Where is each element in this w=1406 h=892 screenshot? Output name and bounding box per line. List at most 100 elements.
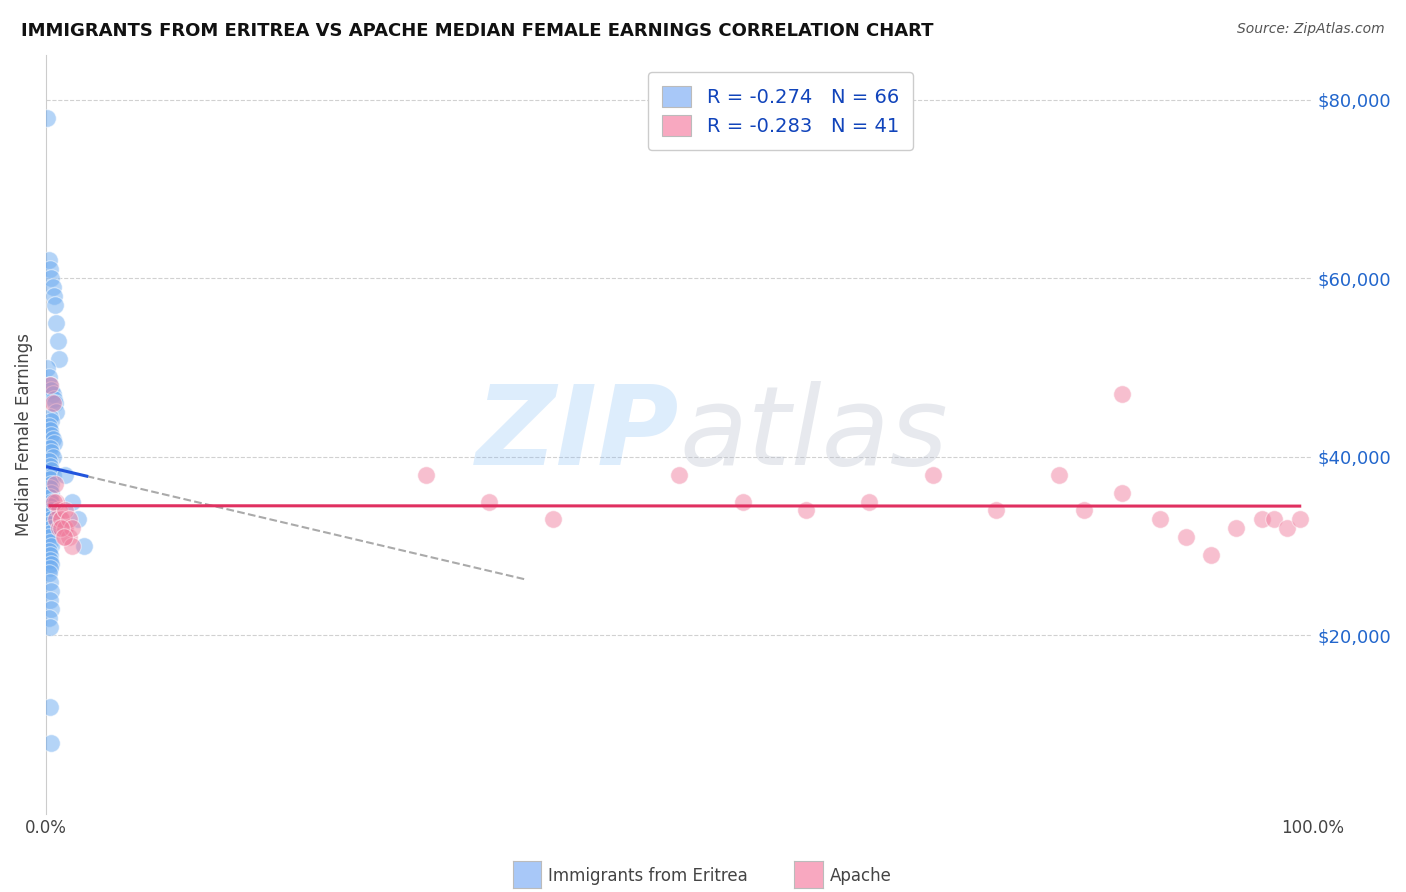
Point bbox=[41, 387, 63, 401]
Point bbox=[44, 396, 66, 410]
Point bbox=[48, 503, 70, 517]
Point bbox=[60, 521, 83, 535]
Point bbox=[1073, 503, 1095, 517]
Point bbox=[39, 441, 62, 455]
Point bbox=[39, 458, 62, 473]
Point bbox=[58, 530, 80, 544]
Point bbox=[38, 543, 60, 558]
Point bbox=[39, 490, 62, 504]
Point bbox=[39, 592, 62, 607]
Point bbox=[858, 494, 880, 508]
Point bbox=[37, 111, 59, 125]
Point bbox=[39, 534, 62, 549]
Point bbox=[38, 253, 60, 268]
Point bbox=[44, 298, 66, 312]
Point bbox=[48, 521, 70, 535]
Point bbox=[39, 699, 62, 714]
Point bbox=[37, 360, 59, 375]
Point bbox=[41, 396, 63, 410]
Point bbox=[39, 574, 62, 589]
Point bbox=[478, 494, 501, 508]
Point bbox=[53, 503, 76, 517]
Point bbox=[38, 610, 60, 624]
Point bbox=[58, 512, 80, 526]
Point bbox=[541, 512, 564, 526]
Point bbox=[52, 521, 75, 535]
Point bbox=[1199, 548, 1222, 562]
Point bbox=[39, 262, 62, 277]
Point bbox=[38, 418, 60, 433]
Point bbox=[41, 432, 63, 446]
Point bbox=[52, 530, 75, 544]
Point bbox=[39, 512, 62, 526]
Point bbox=[39, 472, 62, 486]
Point bbox=[668, 467, 690, 482]
Point bbox=[1263, 512, 1285, 526]
Point bbox=[42, 392, 65, 406]
Point bbox=[921, 467, 943, 482]
Point bbox=[39, 601, 62, 615]
Point bbox=[53, 467, 76, 482]
Point bbox=[48, 351, 70, 366]
Point bbox=[39, 427, 62, 442]
Point bbox=[38, 369, 60, 384]
Point bbox=[1111, 387, 1133, 401]
Point bbox=[1288, 512, 1310, 526]
Text: ZIP: ZIP bbox=[475, 381, 679, 488]
Point bbox=[1250, 512, 1272, 526]
Point bbox=[39, 521, 62, 535]
Point bbox=[66, 512, 89, 526]
Point bbox=[39, 423, 62, 437]
Point bbox=[38, 454, 60, 468]
Point bbox=[1275, 521, 1298, 535]
Point bbox=[39, 508, 62, 522]
Point bbox=[60, 494, 83, 508]
Point bbox=[41, 280, 63, 294]
Point bbox=[51, 512, 73, 526]
Point bbox=[39, 561, 62, 575]
Point bbox=[39, 494, 62, 508]
Point bbox=[39, 481, 62, 495]
Point bbox=[41, 450, 63, 464]
Point bbox=[39, 414, 62, 428]
Point bbox=[39, 735, 62, 749]
Point bbox=[44, 476, 66, 491]
Point bbox=[39, 445, 62, 459]
Point bbox=[1174, 530, 1197, 544]
Point bbox=[60, 539, 83, 553]
Point bbox=[38, 566, 60, 580]
Text: Source: ZipAtlas.com: Source: ZipAtlas.com bbox=[1237, 22, 1385, 37]
Point bbox=[51, 521, 73, 535]
Point bbox=[39, 485, 62, 500]
Point bbox=[42, 289, 65, 303]
Text: Apache: Apache bbox=[830, 867, 891, 885]
Point bbox=[42, 494, 65, 508]
Point bbox=[38, 530, 60, 544]
Point bbox=[1225, 521, 1247, 535]
Point bbox=[39, 463, 62, 477]
Point bbox=[45, 494, 67, 508]
Point bbox=[53, 521, 76, 535]
Point bbox=[1047, 467, 1070, 482]
Point bbox=[45, 316, 67, 330]
Point bbox=[73, 539, 96, 553]
Point bbox=[415, 467, 437, 482]
Point bbox=[46, 334, 69, 348]
Point bbox=[39, 525, 62, 540]
Point bbox=[39, 409, 62, 424]
Point bbox=[51, 512, 73, 526]
Point bbox=[794, 503, 817, 517]
Y-axis label: Median Female Earnings: Median Female Earnings bbox=[15, 333, 32, 536]
Point bbox=[39, 583, 62, 598]
Point bbox=[39, 499, 62, 513]
Text: atlas: atlas bbox=[679, 381, 948, 488]
Point bbox=[39, 619, 62, 633]
Point bbox=[45, 405, 67, 419]
Point bbox=[39, 557, 62, 571]
Point bbox=[41, 467, 63, 482]
Point bbox=[39, 271, 62, 285]
Point bbox=[1149, 512, 1171, 526]
Point bbox=[53, 530, 76, 544]
Point bbox=[39, 539, 62, 553]
Point bbox=[984, 503, 1007, 517]
